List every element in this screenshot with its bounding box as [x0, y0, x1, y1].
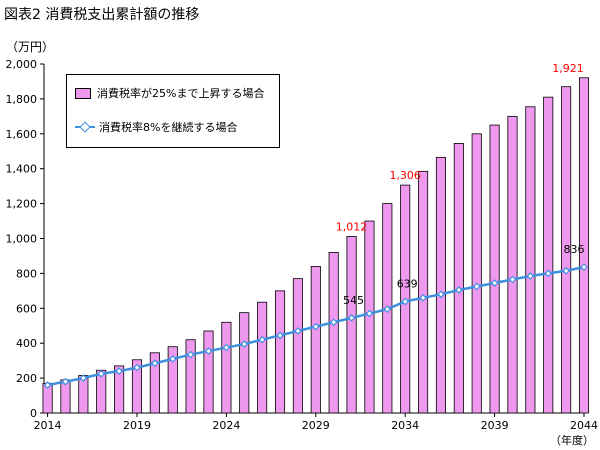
bar: [543, 96, 554, 414]
y-tick-label: 200: [16, 372, 37, 385]
bar: [310, 266, 321, 414]
bar: [114, 365, 125, 414]
legend-label-line: 消費税率8%を継続する場合: [99, 121, 238, 134]
x-tick-label: 2019: [123, 419, 151, 432]
line-point: [472, 282, 481, 291]
legend-item-line: 消費税率8%を継続する場合: [75, 119, 237, 135]
line-point: [508, 275, 517, 284]
line-point: [168, 355, 177, 363]
line-point: [311, 322, 320, 331]
y-tick-label: 400: [16, 337, 37, 350]
line-point: [240, 340, 249, 348]
line-data-label: 639: [397, 277, 418, 290]
line-point: [258, 335, 266, 344]
bar: [274, 290, 286, 414]
bar: [561, 86, 572, 414]
bar: [435, 156, 447, 414]
bar: [292, 278, 303, 414]
legend-item-bar: 消費税率が25%まで上昇する場合: [75, 85, 264, 101]
line-point: [151, 359, 159, 368]
bar-data-label: 1,921: [552, 62, 584, 75]
line-point: [580, 263, 588, 271]
bar: [167, 346, 178, 414]
bar: [471, 133, 482, 414]
legend: 消費税率が25%まで上昇する場合 消費税率8%を継続する場合: [66, 74, 280, 148]
bar: [525, 106, 536, 414]
line-data-label: 836: [564, 243, 585, 256]
bar-data-label: 1,012: [336, 220, 368, 233]
bar: [239, 312, 250, 414]
bar: [418, 170, 429, 414]
bar: [221, 321, 232, 414]
bar: [257, 301, 268, 414]
line-point: [347, 314, 356, 322]
line-point: [61, 377, 70, 386]
line-point: [365, 309, 374, 318]
line-point: [419, 293, 427, 302]
bar: [346, 236, 357, 414]
y-tick-label: 1,600: [6, 128, 38, 141]
y-tick-label: 1,400: [6, 163, 38, 176]
x-tick-label: 2014: [34, 419, 62, 432]
bar: [131, 359, 143, 414]
line-point: [43, 381, 52, 389]
line-point: [222, 343, 231, 352]
bar: [328, 252, 339, 414]
bar: [489, 124, 500, 414]
legend-swatch-line: [75, 121, 95, 133]
chart-title: 図表2 消費税支出累計額の推移: [4, 7, 200, 23]
y-tick-label: 1,800: [6, 93, 38, 106]
line-point: [383, 305, 392, 314]
line-point: [490, 279, 499, 287]
line-point: [454, 286, 463, 294]
line-point: [133, 363, 141, 372]
x-tick-label: 2034: [391, 419, 419, 432]
x-tick-label: 2039: [481, 419, 509, 432]
bar: [185, 339, 196, 414]
bar: [507, 115, 518, 414]
line-point: [401, 297, 410, 306]
y-tick-label: 1,000: [6, 233, 38, 246]
line-point: [294, 327, 302, 335]
x-tick-label: 2044: [570, 419, 598, 432]
line-point: [115, 367, 123, 375]
x-tick-label: 2029: [302, 419, 330, 432]
line-point: [276, 331, 284, 340]
y-axis-unit: （万円）: [6, 40, 55, 54]
line-point: [544, 269, 553, 278]
bar: [578, 77, 590, 414]
line-point: [97, 369, 106, 378]
line-point: [329, 318, 338, 327]
bar: [149, 352, 160, 414]
bar-data-label: 1,306: [389, 169, 421, 182]
y-tick-label: 600: [16, 302, 37, 315]
y-tick-label: 2,000: [6, 58, 38, 71]
line-point: [204, 347, 213, 355]
x-axis-unit: （年度）: [550, 434, 594, 447]
y-tick-label: 1,200: [6, 198, 38, 211]
line-point: [186, 350, 195, 359]
y-tick-label: 0: [30, 407, 37, 420]
x-tick-label: 2024: [212, 419, 240, 432]
line-point: [562, 266, 570, 275]
line-data-label: 545: [343, 294, 364, 307]
y-tick-label: 800: [16, 267, 37, 280]
line-point: [526, 272, 535, 280]
line-point: [437, 290, 445, 299]
line-point: [79, 374, 88, 382]
bar: [203, 330, 214, 414]
legend-swatch-bar: [75, 87, 91, 99]
bar: [453, 142, 464, 414]
legend-label-bar: 消費税率が25%まで上昇する場合: [97, 87, 265, 100]
